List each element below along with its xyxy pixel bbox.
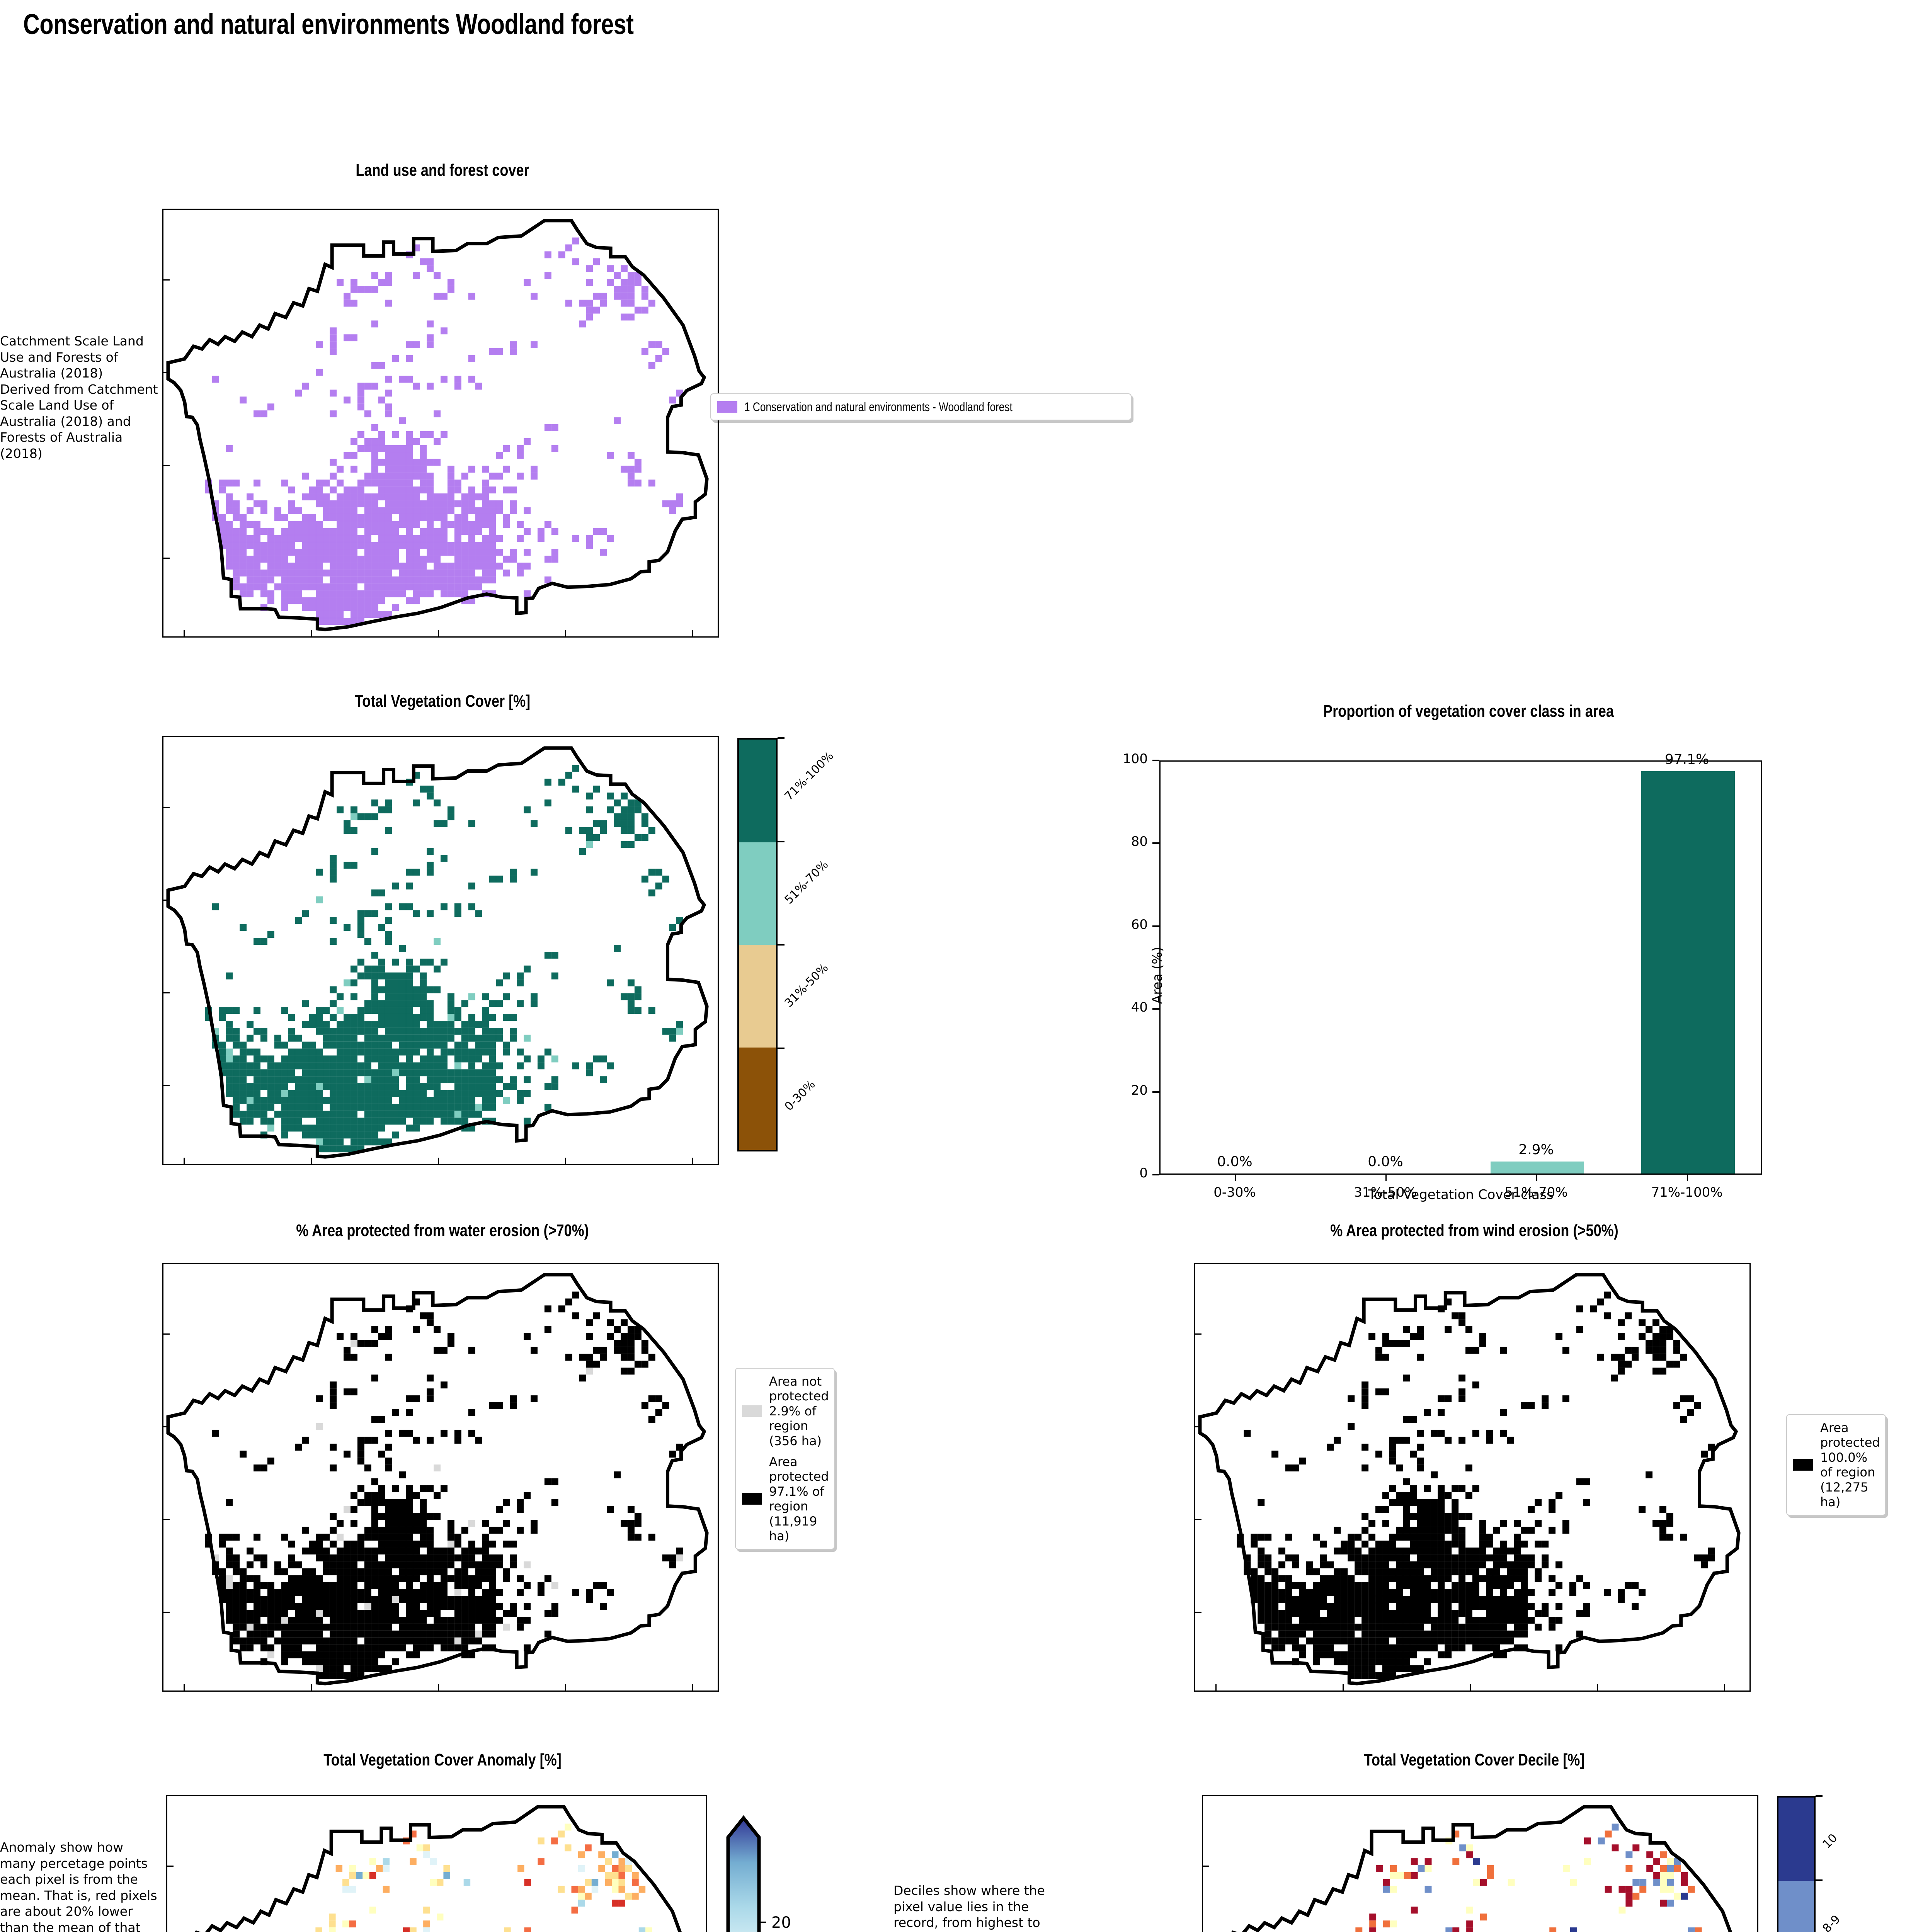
- map-water-ticks: [163, 1264, 718, 1690]
- y-axis-tick-label: 100: [1123, 751, 1148, 767]
- legend-land-use[interactable]: 1 Conservation and natural environments …: [710, 393, 1132, 421]
- legend-item-label: 1 Conservation and natural environments …: [744, 400, 1013, 414]
- colorbar-tick: [1816, 1879, 1823, 1881]
- colorbar-tick: [1816, 1795, 1823, 1797]
- catchment-boundary: [194, 1805, 682, 1932]
- map-veg-ticks: [163, 737, 718, 1164]
- legend-item-label: Area protected 97.1% of region (11,919 h…: [769, 1454, 829, 1543]
- panel-title-wind-erosion: % Area protected from wind erosion (>50%…: [1330, 1221, 1618, 1240]
- colorbar-anomaly-labels: 20100−10−20: [759, 1795, 890, 1932]
- colorbar-anomaly: [726, 1815, 761, 1932]
- x-axis-tick: [1385, 1175, 1387, 1181]
- map-anomaly[interactable]: [166, 1795, 707, 1932]
- map-decile[interactable]: [1202, 1795, 1758, 1932]
- legend-item[interactable]: Area not protected 2.9% of region (356 h…: [742, 1374, 829, 1448]
- x-axis-tick: [1687, 1175, 1688, 1181]
- colorbar-decile-labels: 108-94-72-31: [1816, 1795, 1906, 1932]
- colorbar-tick-label: 0-30%: [782, 1077, 818, 1114]
- colorbar-tick-label: 8-9: [1820, 1912, 1843, 1932]
- y-axis-tick-label: 80: [1131, 834, 1148, 850]
- catchment-boundary: [1198, 1273, 1741, 1685]
- legend-color-swatch: [742, 1405, 762, 1417]
- legend-item[interactable]: 1 Conservation and natural environments …: [717, 400, 1125, 414]
- panel-title-water-erosion: % Area protected from water erosion (>70…: [296, 1221, 589, 1240]
- y-axis-tick: [1152, 1174, 1159, 1175]
- land-use-source-note: Catchment Scale Land Use and Forests of …: [0, 333, 158, 461]
- colorbar-tick: [778, 840, 785, 842]
- catchment-boundary: [166, 219, 709, 631]
- map-total-vegetation-cover[interactable]: [162, 736, 719, 1165]
- map-veg-canvas: [166, 746, 709, 1159]
- legend-item-label: Area protected 100.0% of region (12,275 …: [1820, 1420, 1880, 1509]
- colorbar-veg-cover-labels: 71%-100% 51%-70% 31%-50% 0-30%: [778, 737, 963, 1151]
- map-wind-erosion[interactable]: [1194, 1263, 1751, 1692]
- catchment-boundary: [166, 1273, 709, 1685]
- anomaly-explanation-note: Anomaly show how many percetage points e…: [0, 1840, 157, 1932]
- y-axis-tick: [1152, 1091, 1159, 1093]
- bar[interactable]: [1641, 771, 1735, 1173]
- map-anomaly-ticks: [167, 1796, 706, 1932]
- x-axis-tick: [1536, 1175, 1537, 1181]
- decile-explanation-note: Deciles show where the pixel value lies …: [893, 1883, 1072, 1932]
- bar-chart-x-axis-label: Total Vegetation Cover class: [1368, 1187, 1554, 1202]
- legend-color-swatch: [717, 401, 737, 413]
- map-decile-canvas: [1231, 1805, 1732, 1932]
- y-axis-tick: [1152, 760, 1159, 761]
- panel-title-veg-cover: Total Vegetation Cover [%]: [354, 692, 531, 711]
- map-water-erosion[interactable]: [162, 1263, 719, 1692]
- legend-wind-erosion[interactable]: Area protected 100.0% of region (12,275 …: [1786, 1414, 1886, 1516]
- bar[interactable]: [1491, 1161, 1584, 1173]
- y-axis-tick-label: 40: [1131, 1000, 1148, 1015]
- legend-color-swatch: [742, 1493, 762, 1505]
- colorbar-tick-label: 51%-70%: [782, 857, 831, 907]
- colorbar-veg-cover: [737, 738, 778, 1151]
- y-axis-tick-label: 20: [1131, 1082, 1148, 1098]
- bar-chart[interactable]: [1159, 760, 1762, 1175]
- map-land-use-ticks: [163, 210, 718, 636]
- y-axis-tick: [1152, 842, 1159, 844]
- panel-title-proportion: Proportion of vegetation cover class in …: [1323, 702, 1614, 721]
- colorbar-decile: [1777, 1796, 1816, 1932]
- legend-water-erosion[interactable]: Area not protected 2.9% of region (356 h…: [735, 1368, 835, 1550]
- legend-color-swatch: [1793, 1459, 1813, 1471]
- map-land-use-canvas: [166, 219, 709, 631]
- map-wind-ticks: [1195, 1264, 1749, 1690]
- map-anomaly-canvas: [194, 1805, 682, 1932]
- map-wind-canvas: [1198, 1273, 1741, 1685]
- page-title: Conservation and natural environments Wo…: [23, 8, 634, 40]
- colorbar-tick: [759, 1922, 766, 1923]
- panel-title-land-use: Land use and forest cover: [356, 161, 529, 180]
- legend-item[interactable]: Area protected 100.0% of region (12,275 …: [1793, 1420, 1880, 1509]
- colorbar-tick: [778, 944, 785, 946]
- colorbar-tick-label: 31%-50%: [782, 961, 831, 1010]
- panel-title-decile: Total Vegetation Cover Decile [%]: [1364, 1750, 1585, 1769]
- panel-title-anomaly: Total Vegetation Cover Anomaly [%]: [323, 1750, 562, 1769]
- map-land-use[interactable]: [162, 209, 719, 638]
- map-water-canvas: [166, 1273, 709, 1685]
- y-axis-tick-label: 0: [1139, 1165, 1148, 1181]
- x-axis-tick: [1235, 1175, 1236, 1181]
- colorbar-tick-label: 10: [1820, 1831, 1840, 1852]
- bar-chart-y-axis-label: Area (%): [1150, 947, 1165, 1004]
- colorbar-tick: [778, 737, 785, 739]
- colorbar-tick: [778, 1047, 785, 1049]
- map-decile-ticks: [1203, 1796, 1757, 1932]
- catchment-boundary: [1231, 1805, 1732, 1932]
- y-axis-tick-label: 60: [1131, 917, 1148, 932]
- legend-item-label: Area not protected 2.9% of region (356 h…: [769, 1374, 829, 1448]
- colorbar-tick-label: 20: [771, 1914, 791, 1932]
- legend-item[interactable]: Area protected 97.1% of region (11,919 h…: [742, 1454, 829, 1543]
- colorbar-tick-label: 71%-100%: [782, 749, 836, 803]
- catchment-boundary: [166, 746, 709, 1159]
